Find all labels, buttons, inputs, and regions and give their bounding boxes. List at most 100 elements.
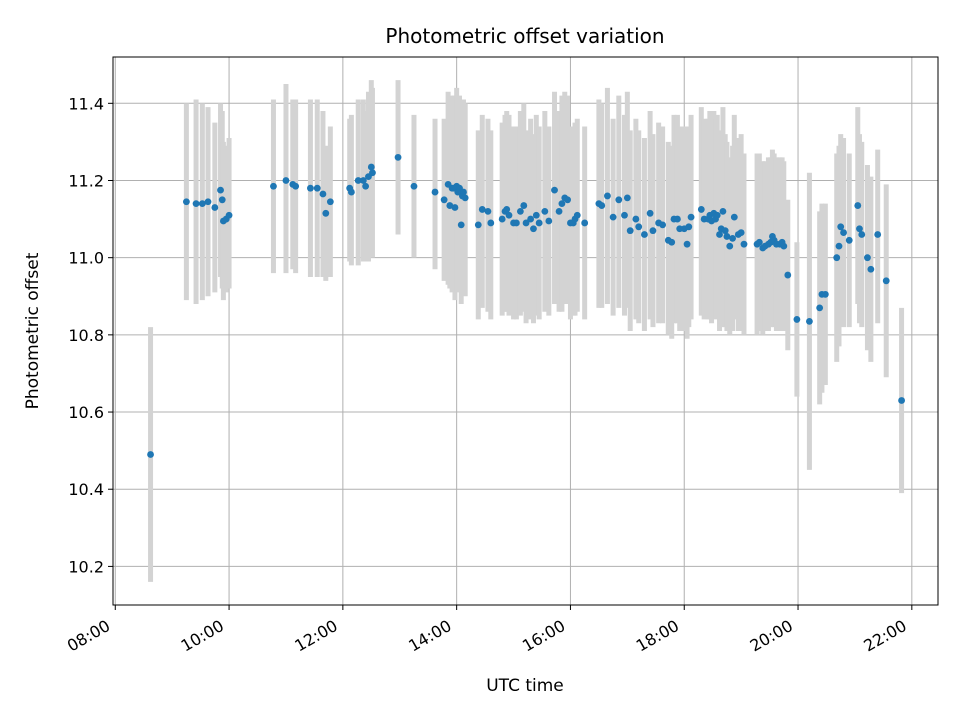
data-points [147, 153, 905, 458]
data-point [564, 196, 572, 204]
chart-title: Photometric offset variation [385, 24, 664, 48]
data-point [394, 153, 402, 161]
data-point [621, 211, 628, 219]
data-point [668, 238, 676, 246]
data-point [833, 254, 841, 262]
data-point [204, 198, 212, 206]
y-tick-label: 11.2 [68, 171, 104, 190]
data-point [882, 277, 890, 285]
data-point [498, 215, 506, 223]
data-point [674, 215, 681, 223]
y-axis: 10.2 10.4 10.6 10.8 11.0 11.2 11.4 [68, 94, 113, 576]
data-point [369, 169, 376, 177]
data-point [359, 177, 367, 184]
data-point [685, 223, 693, 231]
data-point [659, 221, 667, 229]
data-point [615, 196, 623, 204]
data-point [211, 204, 219, 211]
data-point [347, 188, 355, 196]
data-point [635, 223, 643, 231]
data-point [874, 231, 882, 238]
data-point [840, 229, 847, 236]
data-point [282, 177, 290, 184]
data-point [545, 217, 553, 225]
data-point [431, 188, 439, 196]
data-point [716, 231, 723, 238]
data-point [780, 242, 788, 250]
data-point [626, 227, 634, 235]
data-point [292, 182, 300, 190]
data-point [867, 265, 875, 273]
data-point [723, 233, 731, 240]
y-tick-label: 10.2 [68, 557, 104, 576]
data-point [147, 451, 154, 458]
data-point [581, 219, 589, 227]
data-point [806, 317, 813, 325]
data-point [225, 211, 233, 219]
data-point [362, 182, 370, 190]
data-point [440, 196, 448, 204]
data-point [446, 202, 454, 209]
data-point [503, 206, 511, 213]
data-point [535, 219, 543, 227]
data-point [319, 190, 327, 198]
data-point [729, 234, 737, 242]
data-point [530, 225, 537, 233]
data-point [218, 196, 226, 204]
data-point [474, 221, 482, 229]
data-point [516, 207, 524, 215]
data-point [697, 206, 705, 213]
data-point [641, 231, 648, 238]
data-point [217, 186, 224, 194]
data-point [845, 236, 853, 244]
data-point [721, 227, 729, 235]
data-point [270, 182, 277, 190]
data-point [527, 215, 535, 223]
data-point [793, 316, 801, 323]
data-point [858, 231, 866, 238]
data-point [821, 290, 829, 298]
x-axis-label: UTC time [486, 676, 564, 696]
data-point [367, 163, 375, 171]
data-point [182, 198, 190, 206]
data-point [646, 209, 654, 217]
data-point [713, 211, 721, 219]
data-point [354, 177, 362, 184]
y-tick-label: 10.6 [68, 403, 104, 422]
data-point [726, 242, 734, 250]
data-point [487, 219, 495, 227]
data-point [307, 184, 314, 192]
data-point [461, 194, 469, 202]
data-point [687, 213, 695, 221]
data-point [313, 184, 321, 192]
data-point [541, 207, 549, 215]
data-point [683, 240, 691, 248]
data-point [730, 213, 738, 221]
y-tick-label: 11.0 [68, 249, 104, 268]
data-point [460, 188, 467, 196]
data-point [719, 207, 727, 215]
data-point [856, 225, 863, 233]
data-point [192, 200, 200, 208]
data-point [604, 192, 611, 200]
data-point [512, 219, 520, 227]
data-point [558, 200, 566, 208]
data-point [451, 204, 459, 211]
y-tick-label: 11.4 [68, 94, 104, 113]
data-point [322, 209, 330, 217]
data-point [623, 194, 631, 202]
data-point [573, 211, 581, 219]
data-point [816, 304, 824, 312]
data-point [649, 227, 657, 235]
data-point [484, 207, 492, 215]
data-point [854, 202, 862, 209]
data-point [457, 221, 465, 229]
data-point [835, 242, 843, 250]
data-point [326, 198, 334, 206]
y-axis-label: Photometric offset [23, 252, 43, 409]
data-point [551, 186, 558, 194]
data-point [598, 202, 606, 209]
data-point [898, 397, 905, 404]
